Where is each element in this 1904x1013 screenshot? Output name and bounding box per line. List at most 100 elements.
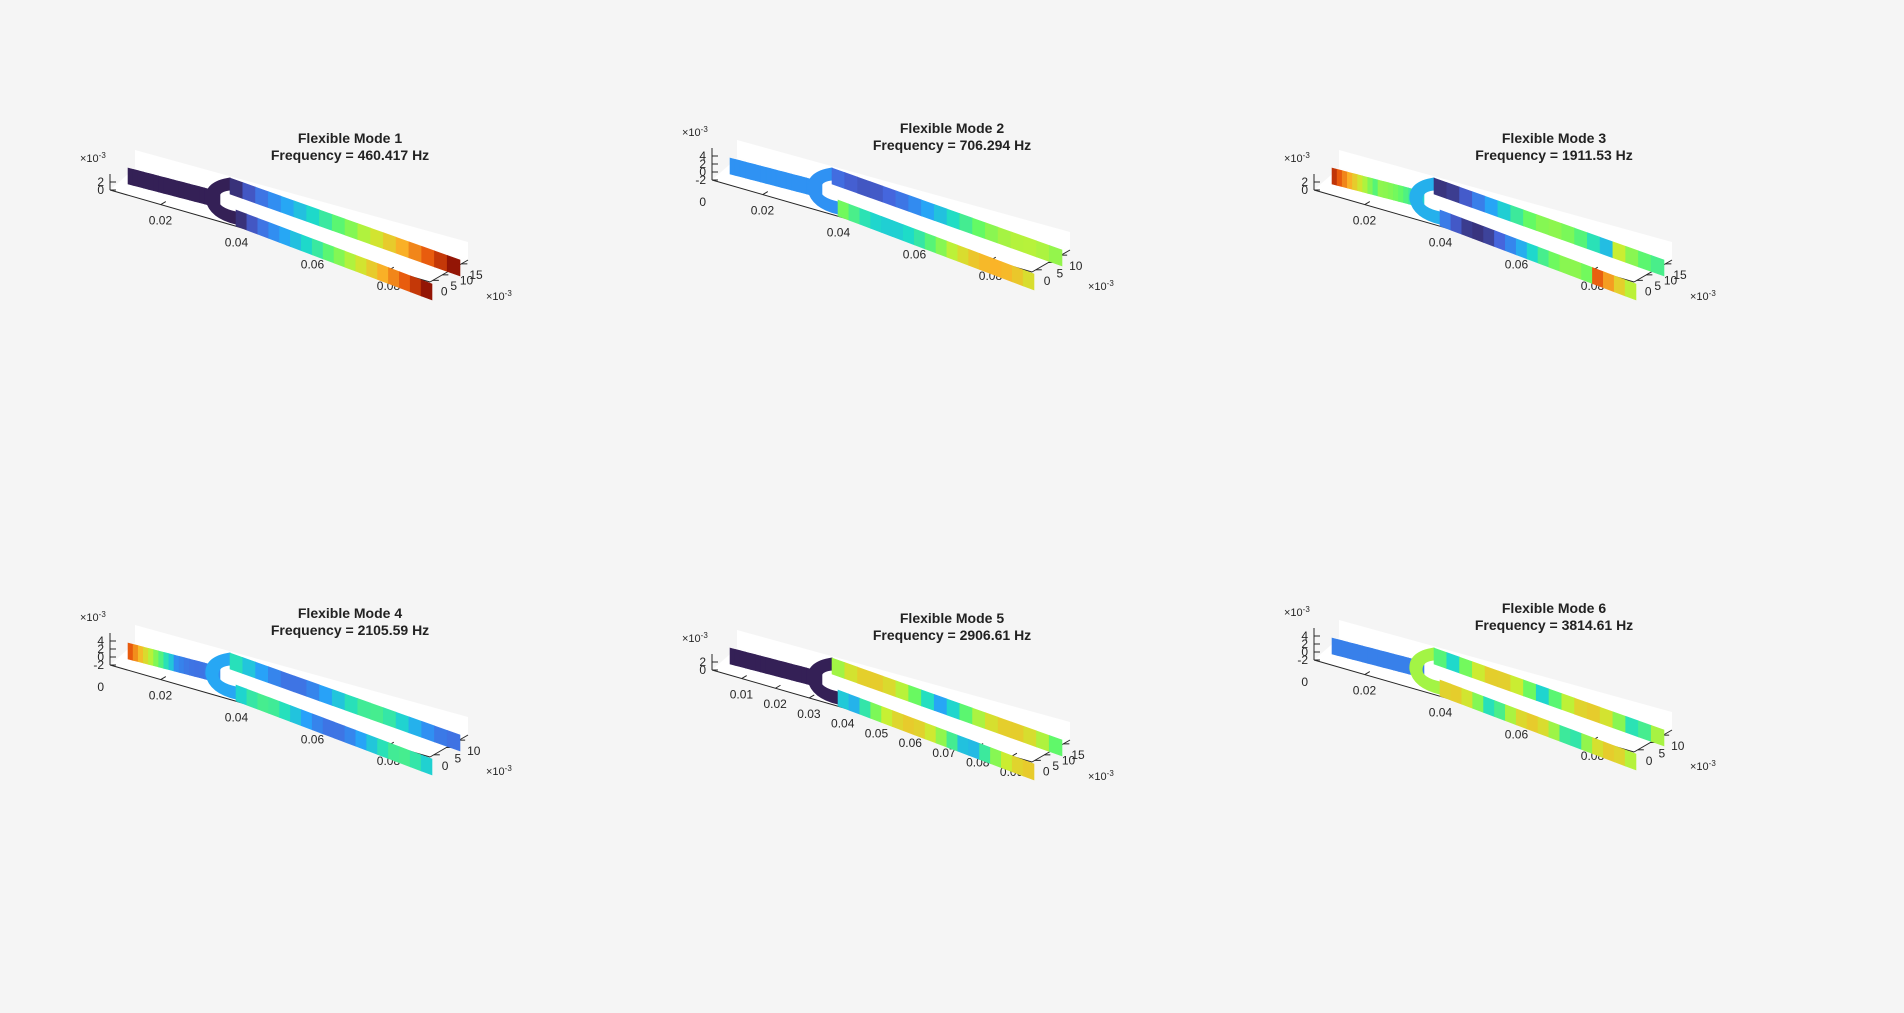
fork-handle-segment [189, 183, 195, 202]
fork-handle-segment [183, 182, 190, 201]
x-tick-label: 0.04 [827, 225, 851, 239]
fork-handle-segment [780, 170, 787, 190]
y-tick-label: 15 [469, 268, 483, 282]
fork-handle-segment [1357, 174, 1363, 193]
fork-tine-front-segment [420, 279, 433, 301]
z-tick-label: 2 [97, 642, 104, 656]
z-exponent-power: -3 [1303, 605, 1311, 614]
z-tick-label: 4 [699, 149, 706, 163]
z-tick-label: 2 [699, 157, 706, 171]
x-tick-label: 0.07 [932, 746, 956, 760]
fork-handle-segment [796, 664, 802, 684]
y-exponent-power: -3 [505, 764, 513, 773]
fork-handle-segment [734, 158, 741, 178]
fork-handle-segment [153, 174, 159, 193]
x-tick [1364, 201, 1371, 206]
fork-handle-segment [178, 180, 185, 200]
x-tick-label: 0.06 [301, 732, 325, 746]
plot-subtitle: Frequency = 3814.61 Hz [1474, 617, 1634, 633]
fork-handle-segment [1382, 180, 1389, 200]
y-tick-label: 10 [467, 744, 481, 758]
fork-handle-segment [1398, 184, 1404, 204]
x-tick [775, 684, 781, 689]
x-tick [808, 694, 815, 699]
fork-handle-segment [1341, 170, 1348, 189]
z-tick-label: 0 [699, 165, 706, 179]
x-tick-label: 0.06 [903, 247, 927, 261]
fork-handle-segment [1362, 645, 1369, 664]
fork-handle-segment [194, 184, 200, 204]
fork-handle-segment [148, 647, 154, 667]
fork-handle-segment [791, 663, 797, 682]
z-exponent: ×10-3 [1284, 605, 1310, 619]
z-tick-label: 2 [1301, 175, 1308, 189]
fork-handle-segment [158, 650, 165, 669]
fork-handle-segment [199, 186, 205, 205]
y-exponent: ×10-3 [486, 764, 512, 778]
fork-handle-segment [1387, 182, 1394, 201]
y-tick-label: 5 [1056, 266, 1063, 280]
fork-handle-segment [1331, 637, 1338, 656]
y-tick-label: 0 [1044, 274, 1051, 288]
fork-handle-segment [1352, 172, 1358, 192]
fork-handle-segment [750, 162, 756, 182]
fork-handle-segment [127, 167, 134, 186]
y-exponent-power: -3 [1107, 279, 1115, 288]
y-exponent-power: -3 [505, 289, 513, 298]
fork-handle-segment [1367, 646, 1374, 666]
fork-handle-segment [132, 643, 139, 663]
fork-handle-segment [801, 176, 807, 195]
mode-2-plot: Flexible Mode 2 Frequency = 706.294 Hz 0.… [672, 120, 1232, 420]
fork-handle-segment [1403, 186, 1409, 205]
fork-handle-segment [199, 661, 205, 680]
x-tick-label: 0.02 [149, 214, 173, 228]
fork-handle-segment [1372, 648, 1379, 667]
mode-5-axes: 0.010.020.030.040.050.060.070.080.09 0 5 10… [682, 630, 1114, 783]
fork-handle-segment [785, 662, 792, 681]
fork-handle-segment [745, 161, 751, 180]
y-tick-label: 15 [1071, 748, 1085, 762]
plot-title: Flexible Mode 5 [899, 610, 1005, 626]
z-tick-label: 0 [699, 663, 706, 677]
z-exponent-power: -3 [701, 631, 709, 640]
y-exponent-power: -3 [1107, 769, 1115, 778]
fork-handle-segment [178, 655, 185, 675]
plot-subtitle: Frequency = 460.417 Hz [270, 147, 430, 163]
x-tick-label: 0.06 [1505, 727, 1529, 741]
mode-6-plot: Flexible Mode 6 Frequency = 3814.61 Hz 0.… [1274, 600, 1834, 900]
fork-tine-front-segment [1624, 749, 1637, 771]
plot-title: Flexible Mode 3 [1501, 130, 1607, 146]
fork-handle-segment [143, 646, 149, 665]
fork-tine-back-segment [446, 730, 461, 752]
fork-tine-front-segment [1022, 269, 1035, 291]
fork-handle-segment [1347, 171, 1353, 190]
y-tick-label: 10 [1664, 273, 1678, 287]
y-tick-label: 5 [450, 279, 457, 293]
fork-handle-segment [1352, 642, 1358, 662]
fork-handle-segment [1393, 653, 1399, 672]
z-exponent: ×10-3 [682, 125, 708, 139]
y-exponent: ×10-3 [1088, 769, 1114, 783]
fork-handle-segment [729, 647, 736, 666]
fork-handle-segment [745, 651, 751, 670]
fork-handle-segment [194, 659, 200, 679]
fork-handle-segment [168, 178, 175, 197]
fork-handle-segment [801, 666, 807, 685]
plot-title: Flexible Mode 2 [899, 120, 1005, 136]
z-tick-label: -2 [93, 658, 104, 672]
z-exponent: ×10-3 [682, 631, 708, 645]
mode-1-plot: Flexible Mode 1 Frequency = 460.417 Hz 0.… [70, 130, 630, 430]
fork-handle-segment [163, 651, 170, 671]
y-tick-label: 5 [1052, 759, 1059, 773]
x-tick-label: 0.02 [149, 689, 173, 703]
x-tick-label: 0.02 [763, 697, 787, 711]
y-tick-label: 0 [441, 284, 448, 298]
y-exponent: ×10-3 [1690, 759, 1716, 773]
plot-subtitle: Frequency = 2906.61 Hz [872, 627, 1032, 643]
y-tick-label: 10 [1671, 739, 1685, 753]
fork-handle-segment [153, 649, 159, 668]
y-tick-label: 0 [442, 759, 449, 773]
x-tick-label: 0.06 [899, 736, 923, 750]
fork-handle-segment [127, 642, 134, 661]
